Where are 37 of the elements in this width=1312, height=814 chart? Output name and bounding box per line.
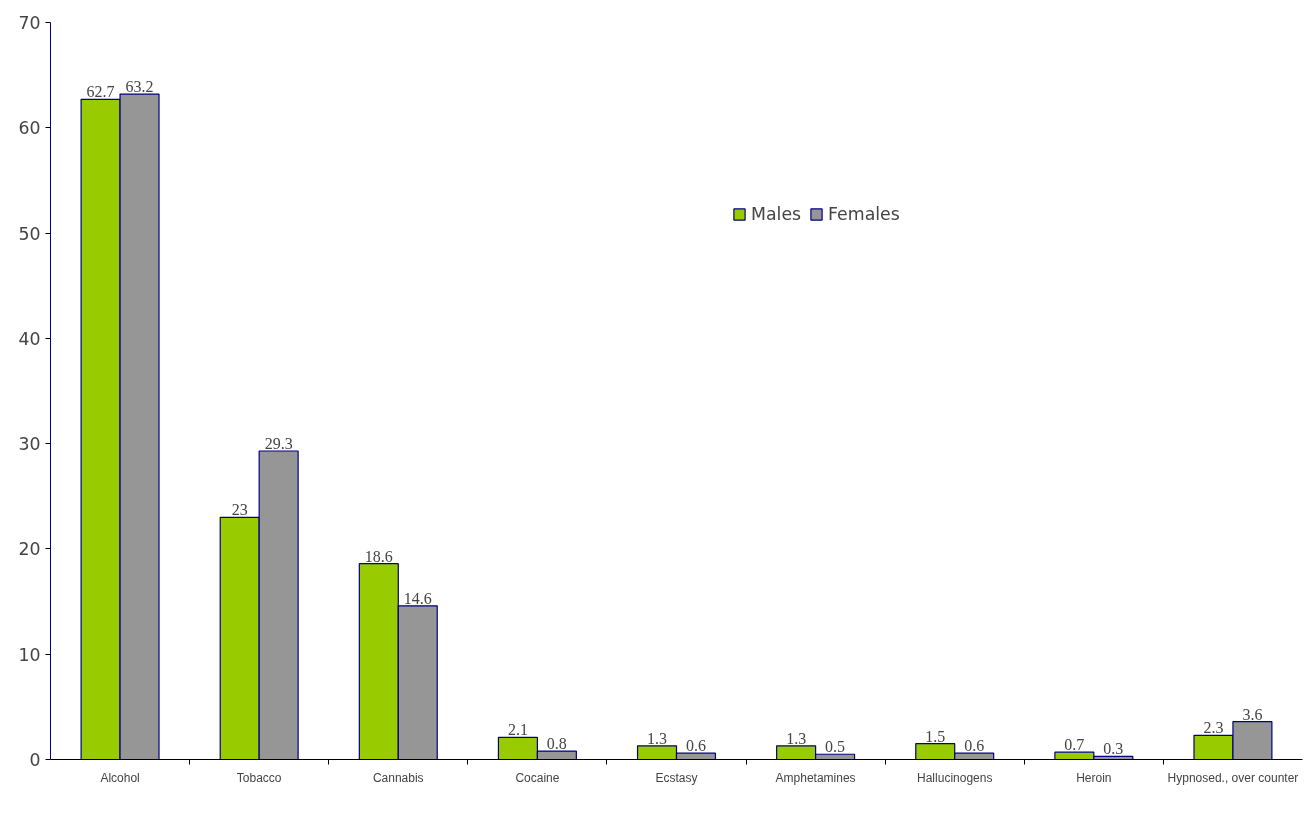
data-label: 0.7	[1064, 736, 1085, 754]
x-tick-label: Hypnosed., over counter	[1167, 770, 1299, 785]
x-tick-label: Hallucinogens	[917, 770, 993, 785]
y-tick-label: 40	[18, 328, 41, 349]
y-tick-label: 70	[18, 13, 41, 33]
data-label: 1.3	[786, 729, 807, 747]
x-tick-label: Alcohol	[100, 770, 140, 785]
x-tick-label: Tobacco	[236, 770, 282, 785]
y-tick-label: 50	[18, 223, 41, 244]
y-tick-label: 10	[18, 644, 41, 665]
y-tick-label: 0	[29, 750, 41, 770]
data-label: 1.3	[647, 729, 668, 747]
x-tick-label: Heroin	[1076, 770, 1112, 785]
y-tick-label: 30	[18, 434, 41, 455]
data-label: 14.6	[403, 589, 432, 607]
data-label: 0.8	[546, 735, 567, 753]
y-tick-label: 60	[18, 118, 41, 139]
data-label: 18.6	[364, 547, 393, 565]
data-label: 0.6	[964, 737, 985, 755]
y-tick-label: 20	[18, 539, 41, 560]
data-label: 29.3	[264, 435, 293, 453]
x-tick-label: Cannabis	[372, 770, 424, 785]
legend-label: Females	[828, 204, 900, 224]
data-label: 3.6	[1242, 705, 1263, 723]
data-label: 2.1	[507, 721, 528, 739]
data-label: 0.5	[825, 738, 846, 756]
legend-label: Males	[751, 204, 802, 224]
data-label: 0.6	[685, 737, 706, 755]
data-label: 1.5	[925, 727, 946, 745]
x-tick-label: Cocaine	[515, 770, 560, 785]
x-tick-label: Ecstasy	[655, 770, 698, 785]
data-label: 0.3	[1103, 740, 1124, 758]
data-label: 23	[231, 501, 248, 519]
x-tick-label: Amphetamines	[775, 770, 856, 785]
data-label: 63.2	[125, 78, 154, 96]
data-label: 62.7	[86, 83, 115, 101]
data-label: 2.3	[1203, 719, 1224, 737]
